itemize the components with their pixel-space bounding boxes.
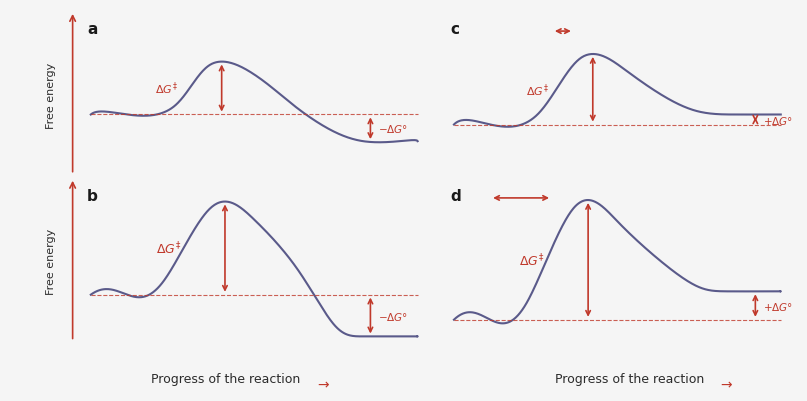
Text: $+\Delta G°$: $+\Delta G°$	[763, 300, 792, 312]
Text: b: b	[87, 188, 98, 203]
Text: c: c	[450, 22, 459, 37]
Text: Progress of the reaction: Progress of the reaction	[555, 372, 704, 385]
Text: →: →	[317, 377, 328, 391]
Text: a: a	[87, 22, 98, 37]
Text: $+\Delta G°$: $+\Delta G°$	[763, 114, 792, 126]
Text: $-\Delta G°$: $-\Delta G°$	[378, 123, 408, 135]
Text: $\Delta G^{\ddagger}$: $\Delta G^{\ddagger}$	[520, 252, 545, 269]
Text: $-\Delta G°$: $-\Delta G°$	[378, 310, 408, 322]
Text: $\Delta G^{\ddagger}$: $\Delta G^{\ddagger}$	[157, 240, 182, 257]
Text: →: →	[721, 377, 732, 391]
Text: d: d	[450, 188, 461, 203]
Text: Free energy: Free energy	[46, 62, 56, 128]
Text: Progress of the reaction: Progress of the reaction	[152, 372, 300, 385]
Text: $\Delta G^{\ddagger}$: $\Delta G^{\ddagger}$	[155, 81, 178, 97]
Text: Free energy: Free energy	[46, 229, 56, 295]
Text: $\Delta G^{\ddagger}$: $\Delta G^{\ddagger}$	[526, 82, 550, 98]
